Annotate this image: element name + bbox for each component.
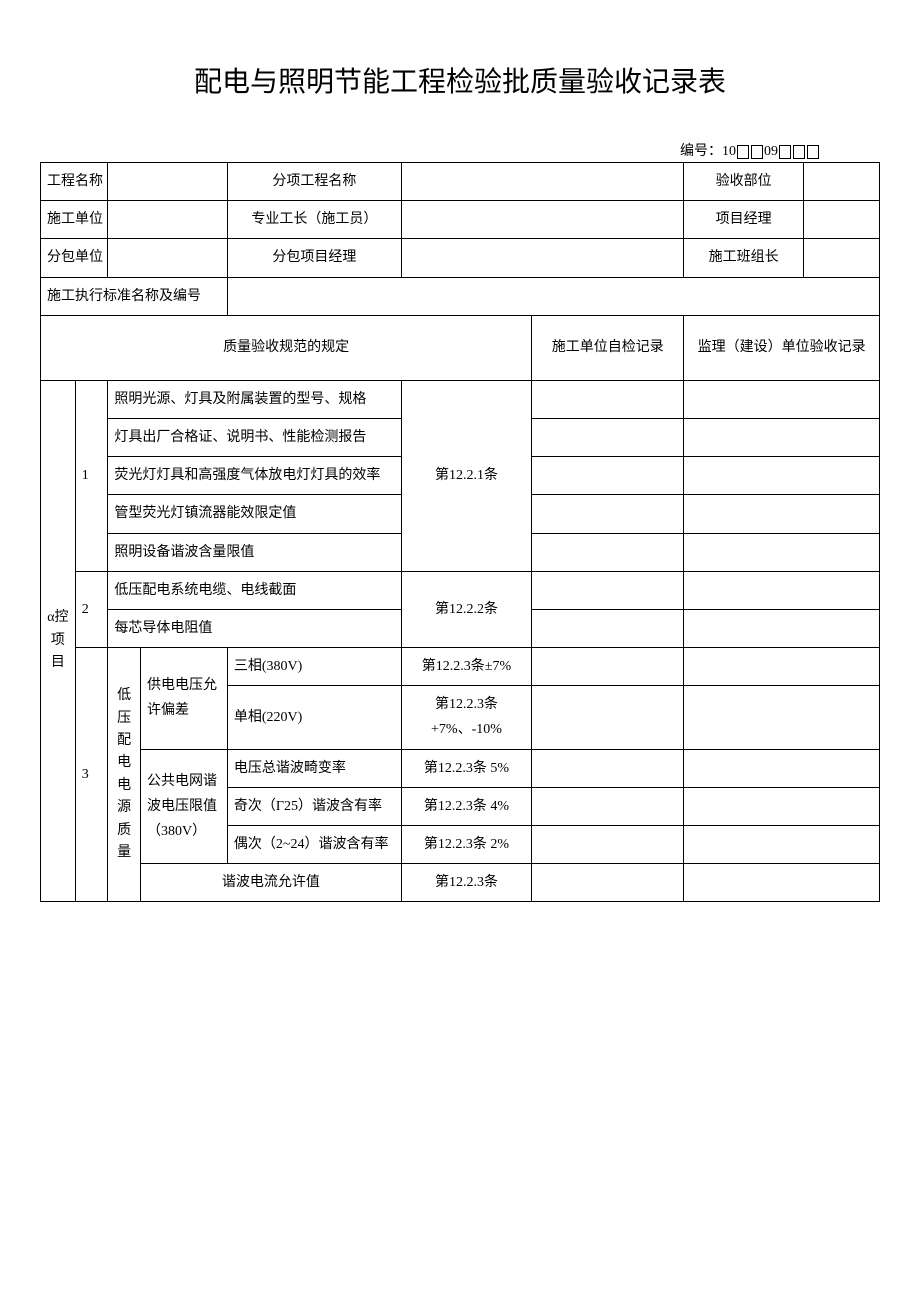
- cell: [532, 533, 684, 571]
- cell: [532, 571, 684, 609]
- supervisor-header: 监理（建设）单位验收记录: [684, 315, 880, 380]
- group3-num: 3: [75, 648, 108, 902]
- cell: [684, 826, 880, 864]
- cell: [532, 686, 684, 749]
- standard-value: [227, 277, 879, 315]
- serial-box: [779, 145, 791, 159]
- sub-unit-label: 分包单位: [41, 239, 108, 277]
- cell: [684, 787, 880, 825]
- current-ref: 第12.2.3条: [401, 864, 531, 902]
- project-name-value: [108, 163, 228, 201]
- sub-unit-value: [108, 239, 228, 277]
- group3-cat: 低压配电电源质量: [108, 648, 141, 902]
- h-odd: 奇次（Γ25）谐波含有率: [227, 787, 401, 825]
- team-leader-value: [803, 239, 879, 277]
- group1-r4: 管型荧光灯镇流器能效限定值: [108, 495, 401, 533]
- v-single-ref: 第12.2.3条 +7%、-10%: [401, 686, 531, 749]
- voltage-label: 供电电压允许偏差: [140, 648, 227, 750]
- serial-p1: 10: [722, 144, 736, 159]
- serial-number: 编号：10 09: [40, 140, 880, 160]
- construct-unit-label: 施工单位: [41, 201, 108, 239]
- cell: [532, 648, 684, 686]
- group2-num: 2: [75, 571, 108, 647]
- serial-box: [793, 145, 805, 159]
- h-total-ref: 第12.2.3条 5%: [401, 749, 531, 787]
- cell: [532, 864, 684, 902]
- accept-part-value: [803, 163, 879, 201]
- group1-r3: 荧光灯灯具和高强度气体放电灯灯具的效率: [108, 457, 401, 495]
- cell: [532, 380, 684, 418]
- group1-num: 1: [75, 380, 108, 571]
- h-total: 电压总谐波畸变率: [227, 749, 401, 787]
- sub-pm-value: [401, 239, 684, 277]
- cell: [684, 609, 880, 647]
- h-odd-ref: 第12.2.3条 4%: [401, 787, 531, 825]
- serial-box: [751, 145, 763, 159]
- cell: [684, 648, 880, 686]
- serial-p2: 09: [764, 144, 778, 159]
- h-even: 偶次（2~24）谐波含有率: [227, 826, 401, 864]
- accept-part-label: 验收部位: [684, 163, 804, 201]
- serial-box: [737, 145, 749, 159]
- cell: [532, 787, 684, 825]
- cell: [684, 418, 880, 456]
- cell: [684, 457, 880, 495]
- project-name-label: 工程名称: [41, 163, 108, 201]
- cell: [684, 749, 880, 787]
- pm-value: [803, 201, 879, 239]
- cell: [684, 380, 880, 418]
- serial-prefix: 编号：: [680, 144, 722, 159]
- group1-r5: 照明设备谐波含量限值: [108, 533, 401, 571]
- v-three-ref: 第12.2.3条±7%: [401, 648, 531, 686]
- construct-unit-value: [108, 201, 228, 239]
- cell: [532, 418, 684, 456]
- sub-project-value: [401, 163, 684, 201]
- v-single: 单相(220V): [227, 686, 401, 749]
- cell: [532, 457, 684, 495]
- cell: [532, 749, 684, 787]
- h-even-ref: 第12.2.3条 2%: [401, 826, 531, 864]
- standard-label: 施工执行标准名称及编号: [41, 277, 228, 315]
- serial-box: [807, 145, 819, 159]
- cell: [532, 495, 684, 533]
- main-table: 工程名称 分项工程名称 验收部位 施工单位 专业工长（施工员） 项目经理 分包单…: [40, 162, 880, 902]
- group1-r2: 灯具出厂合格证、说明书、性能检测报告: [108, 418, 401, 456]
- group2-r2: 每芯导体电阻值: [108, 609, 401, 647]
- harmonic-label: 公共电网谐波电压限值（380V）: [140, 749, 227, 864]
- cell: [684, 571, 880, 609]
- cell: [684, 686, 880, 749]
- cell: [532, 609, 684, 647]
- spec-header: 质量验收规范的规定: [41, 315, 532, 380]
- sub-project-label: 分项工程名称: [227, 163, 401, 201]
- group2-ref: 第12.2.2条: [401, 571, 531, 647]
- pm-label: 项目经理: [684, 201, 804, 239]
- page-title: 配电与照明节能工程检验批质量验收记录表: [40, 60, 880, 100]
- group1-ref: 第12.2.1条: [401, 380, 531, 571]
- group1-r1: 照明光源、灯具及附属装置的型号、规格: [108, 380, 401, 418]
- team-leader-label: 施工班组长: [684, 239, 804, 277]
- v-three: 三相(380V): [227, 648, 401, 686]
- cell: [684, 533, 880, 571]
- foreman-label: 专业工长（施工员）: [227, 201, 401, 239]
- cell: [532, 826, 684, 864]
- cell: [684, 495, 880, 533]
- group2-r1: 低压配电系统电缆、电线截面: [108, 571, 401, 609]
- sub-pm-label: 分包项目经理: [227, 239, 401, 277]
- cell: [684, 864, 880, 902]
- current-label: 谐波电流允许值: [140, 864, 401, 902]
- main-control-label: α控项目: [41, 380, 76, 902]
- foreman-value: [401, 201, 684, 239]
- self-check-header: 施工单位自检记录: [532, 315, 684, 380]
